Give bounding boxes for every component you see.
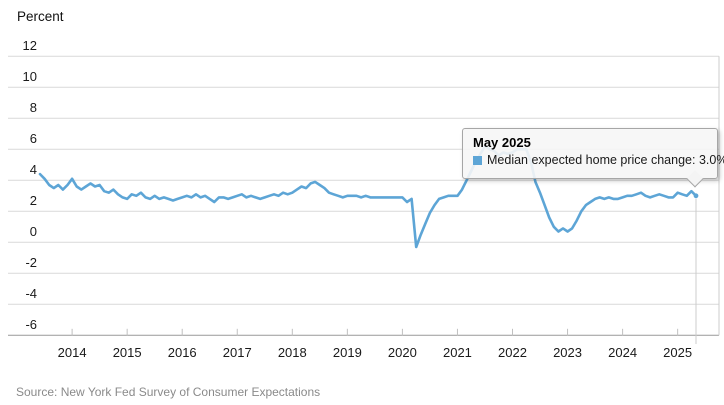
x-axis-tick-label: 2024 bbox=[608, 345, 638, 360]
y-axis-tick-label: 2 bbox=[29, 193, 37, 209]
median-home-price-line[interactable] bbox=[38, 144, 698, 249]
x-axis-tick-label: 2021 bbox=[442, 345, 472, 360]
tooltip-series-value: Median expected home price change: 3.0% bbox=[487, 153, 724, 167]
x-axis-tick-label: 2020 bbox=[387, 345, 417, 360]
y-axis-tick-label: 8 bbox=[29, 100, 37, 116]
hovered-point-marker bbox=[693, 193, 699, 199]
x-axis-tick-label: 2017 bbox=[222, 345, 252, 360]
y-axis-tick-label: -2 bbox=[25, 255, 37, 271]
tooltip: May 2025 Median expected home price chan… bbox=[462, 128, 724, 187]
x-axis-tick-label: 2023 bbox=[553, 345, 582, 360]
x-axis-tick-label: 2016 bbox=[167, 345, 197, 360]
x-axis-tick-label: 2022 bbox=[498, 345, 527, 360]
x-axis-tick-label: 2014 bbox=[57, 345, 87, 360]
x-axis-tick-label: 2025 bbox=[663, 345, 693, 360]
y-axis-tick-label: 4 bbox=[29, 162, 37, 178]
x-axis-tick-label: 2019 bbox=[332, 345, 362, 360]
y-axis-tick-label: 12 bbox=[22, 38, 37, 54]
y-axis-tick-label: -4 bbox=[25, 286, 37, 302]
tooltip-title: May 2025 bbox=[473, 135, 531, 150]
series-swatch-icon bbox=[473, 155, 482, 165]
y-axis-tick-label: 6 bbox=[29, 131, 37, 147]
x-axis-tick-label: 2015 bbox=[112, 345, 142, 360]
source-note: Source: New York Fed Survey of Consumer … bbox=[16, 385, 321, 399]
y-axis-tick-label: 0 bbox=[29, 224, 37, 240]
y-axis-title: Percent bbox=[17, 9, 64, 24]
y-axis-tick-label: -6 bbox=[25, 317, 37, 333]
x-axis-tick-label: 2018 bbox=[277, 345, 307, 360]
y-axis-tick-label: 10 bbox=[22, 69, 37, 85]
